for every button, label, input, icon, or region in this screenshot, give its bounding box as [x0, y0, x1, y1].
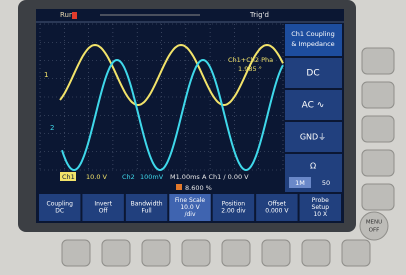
trigger-status: Trig'd: [249, 11, 269, 19]
percent: 8.600 %: [185, 184, 212, 192]
bottom-option-label: Probe: [312, 197, 329, 204]
bottom-option-label: 2.00 div: [221, 208, 246, 215]
ch1-label: Ch1: [62, 173, 75, 181]
bottom-option-label: Off: [99, 208, 109, 215]
bottom-option-label: DC: [55, 208, 64, 215]
record-icon: [176, 184, 182, 190]
page: Run Trig'd 1 2 Ch1+Ch2 Pha 1.985 ° Ch1 1…: [0, 0, 406, 275]
bottom-option-label: Fine Scale: [175, 197, 206, 204]
bottom-button[interactable]: [302, 240, 330, 266]
ch2-label: Ch2: [122, 173, 135, 181]
side-option-label: DC: [306, 69, 319, 79]
side-button[interactable]: [362, 48, 394, 74]
bottom-option-label: Full: [141, 208, 152, 215]
oscilloscope: Run Trig'd 1 2 Ch1+Ch2 Pha 1.985 ° Ch1 1…: [0, 0, 406, 275]
bottom-option-label: Invert: [94, 201, 112, 208]
bottom-option-label: /div: [184, 211, 195, 218]
ch1-scale: 10.0 V: [86, 173, 108, 181]
menu-off-button[interactable]: [360, 212, 388, 240]
trigger-position: [72, 12, 77, 19]
ch2-marker: 2: [50, 124, 54, 132]
bottom-option-label: Offset: [268, 201, 287, 208]
bottom-option-label: Coupling: [47, 201, 74, 208]
impedance-label: Ω: [310, 162, 316, 171]
impedance-option: 1M: [295, 179, 305, 187]
bottom-button[interactable]: [142, 240, 170, 266]
timebase: M1.00ms: [170, 173, 200, 181]
menu-off-label: MENU: [366, 220, 382, 226]
bottom-option-label: 10.0 V: [180, 204, 200, 211]
ch2-scale: 100mV: [140, 173, 164, 181]
side-button[interactable]: [362, 150, 394, 176]
bottom-option-label: Setup: [312, 204, 330, 211]
bottom-option-label: Position: [222, 201, 246, 208]
trigger-readout: A Ch1 / 0.00 V: [202, 173, 249, 181]
run-status: Run: [60, 11, 73, 19]
bottom-button[interactable]: [342, 240, 370, 266]
side-button[interactable]: [362, 116, 394, 142]
bottom-option-label: 0.000 V: [265, 208, 289, 215]
bottom-button[interactable]: [222, 240, 250, 266]
bottom-button[interactable]: [102, 240, 130, 266]
side-menu-title: & Impedance: [291, 40, 334, 48]
measurement-label: Ch1+Ch2 Pha: [228, 56, 273, 64]
side-menu-title: Ch1 Coupling: [291, 30, 334, 38]
side-option-label: AC ∿: [302, 101, 325, 111]
side-button[interactable]: [362, 184, 394, 210]
ch1-marker: 1: [44, 71, 48, 79]
menu-off-label: OFF: [369, 228, 380, 234]
impedance-option: 50: [322, 179, 330, 187]
side-option-label: GND⏚: [300, 133, 326, 142]
side-button[interactable]: [362, 82, 394, 108]
bottom-button[interactable]: [62, 240, 90, 266]
bottom-button[interactable]: [262, 240, 290, 266]
bottom-option-label: Bandwidth: [131, 201, 163, 208]
measurement-value: 1.985 °: [238, 65, 262, 73]
bottom-option-label: 10 X: [313, 211, 327, 218]
bottom-button[interactable]: [182, 240, 210, 266]
